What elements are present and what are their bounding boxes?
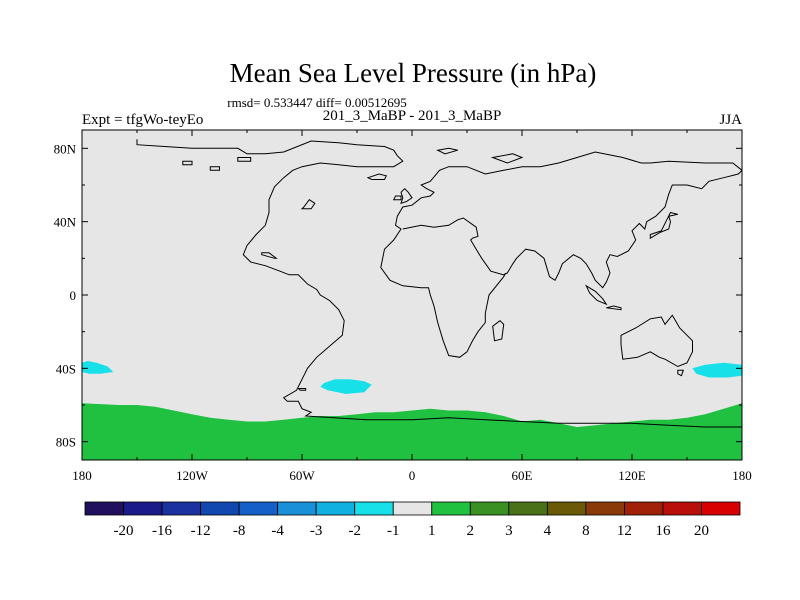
- y-tick-label: 80N: [54, 141, 77, 156]
- colorbar-label: 1: [428, 523, 436, 539]
- colorbar-swatch: [315, 501, 356, 516]
- fill-west-pacific-low: [82, 361, 114, 374]
- island-0: [492, 320, 505, 342]
- colorbar-swatch: [585, 501, 625, 516]
- x-tick-label: 180: [732, 468, 752, 483]
- colorbar-swatch: [238, 501, 279, 516]
- colorbar-label: 12: [617, 523, 632, 539]
- y-tick-label: 80S: [56, 435, 76, 450]
- colorbar-label: -2: [348, 523, 361, 539]
- colorbar-swatch: [277, 501, 317, 516]
- fill-south-atlantic-low: [320, 379, 372, 394]
- map-background: [82, 130, 742, 460]
- x-tick-label: 60W: [289, 468, 315, 483]
- colorbar-swatch: [662, 501, 702, 516]
- island-6: [400, 187, 413, 205]
- island-8: [261, 252, 278, 259]
- coastline-0: [136, 139, 742, 428]
- colorbar-label: 16: [655, 523, 671, 539]
- center-label: 201_3_MaBP - 201_3_MaBP: [323, 108, 502, 124]
- island-1: [620, 314, 693, 368]
- colorbar-label: -4: [271, 523, 284, 539]
- coastlines: [136, 139, 742, 428]
- island-11: [297, 388, 307, 391]
- x-tick-label: 60E: [512, 468, 533, 483]
- fill-antarctic-band-light: [82, 403, 742, 460]
- colorbar-swatch: [84, 501, 124, 516]
- colorbar-swatch: [624, 501, 664, 516]
- colorbar-label: -20: [114, 523, 134, 539]
- stats-line: rmsd= 0.533447 diff= 0.00512695: [227, 95, 406, 110]
- y-tick-label: 0: [70, 288, 77, 303]
- contour-fills: [82, 361, 742, 460]
- x-tick-label: 120E: [618, 468, 646, 483]
- x-tick-label: 120W: [176, 468, 209, 483]
- colorbar-label: 2: [467, 523, 475, 539]
- colorbar-swatch: [161, 501, 201, 516]
- colorbar-swatch: [546, 501, 587, 516]
- colorbar-label: 8: [582, 523, 590, 539]
- island-14: [182, 160, 193, 166]
- colorbar-label: 3: [505, 523, 513, 539]
- island-12: [237, 157, 252, 162]
- colorbar: -20 -16 -12 -8 -4 -3 -2 -1 1 2 3 4 8 12 16 20: [84, 501, 741, 539]
- island-5: [366, 173, 388, 180]
- island-13: [209, 166, 220, 171]
- colorbar-label: -8: [233, 523, 246, 539]
- island-16: [436, 147, 458, 155]
- colorbar-swatch: [392, 501, 433, 516]
- right-label: JJA: [719, 112, 742, 128]
- chart-title: Mean Sea Level Pressure (in hPa): [230, 58, 597, 88]
- fill-east-pacific-low: [692, 362, 742, 378]
- colorbar-label: -16: [152, 523, 172, 539]
- colorbar-label: -3: [310, 523, 323, 539]
- map-plot: 180 120W 60W 0 60E 120E 180 80N 40N 0 40S 80S: [54, 129, 752, 483]
- island-10: [606, 305, 622, 311]
- colorbar-label: -1: [387, 523, 400, 539]
- axis-ticks: 180 120W 60W 0 60E 120E 180 80N 40N 0 40S 80S: [54, 130, 752, 483]
- colorbar-label: 4: [544, 523, 552, 539]
- colorbar-swatch: [701, 501, 741, 516]
- colorbar-swatch: [469, 501, 510, 516]
- colorbar-swatch: [354, 501, 394, 516]
- x-tick-label: 180: [72, 468, 92, 483]
- colorbar-swatch: [431, 501, 471, 516]
- colorbar-swatch: [123, 501, 163, 516]
- island-7: [392, 195, 402, 201]
- island-15: [490, 153, 524, 164]
- left-label: Expt = tfgWo-teyEo: [82, 112, 203, 128]
- x-tick-label: 0: [409, 468, 416, 483]
- y-tick-label: 40N: [54, 215, 77, 230]
- colorbar-swatch: [200, 501, 240, 516]
- colorbar-label: 20: [694, 523, 709, 539]
- y-tick-label: 40S: [56, 361, 76, 376]
- island-3: [300, 199, 316, 210]
- island-2: [677, 369, 684, 377]
- colorbar-swatch: [508, 501, 548, 516]
- island-4: [649, 211, 678, 240]
- colorbar-label: -12: [191, 523, 211, 539]
- coastline-1: [380, 151, 742, 358]
- island-9: [585, 284, 608, 306]
